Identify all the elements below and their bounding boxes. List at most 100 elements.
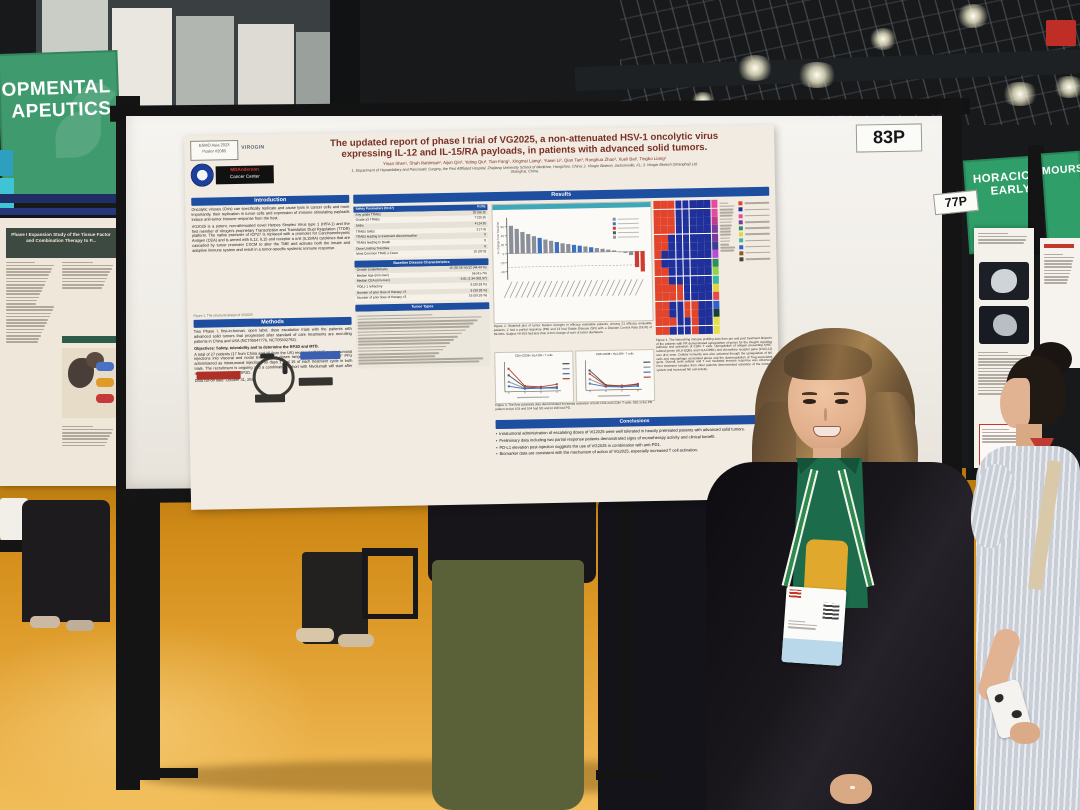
placeholder-text-line: [978, 373, 1019, 376]
heatmap-cell: [655, 301, 663, 310]
heatmap-cell: [683, 284, 691, 293]
placeholder-text-line: [978, 238, 1026, 241]
placeholder-text-line: [978, 393, 1009, 395]
baseline-table: Gender (male/female) 15 (55.56 %)/12 (44.…: [354, 265, 490, 302]
heatmap-cell: [675, 250, 683, 260]
placeholder-text-line: [6, 271, 51, 273]
placeholder-text-line: [62, 271, 111, 273]
placeholder-text-line: [1044, 259, 1074, 262]
heatmap-cell: [683, 275, 691, 284]
heatmap-cell: [655, 318, 663, 327]
chart-mark: [572, 280, 581, 297]
ceiling-light: [868, 28, 898, 50]
safety-header-value: N (%): [477, 204, 486, 209]
table-cell-label: SAEs: [355, 223, 364, 228]
legend-swatch: [738, 250, 743, 256]
chart-mark: 0: [503, 252, 505, 256]
waterfall-bar: [577, 245, 582, 253]
heatmap-cell: [697, 250, 705, 259]
table-cell-value: 56 (41-74): [471, 270, 487, 276]
plasmid-segment: [260, 353, 275, 359]
waterfall-bar: [612, 231, 616, 235]
waterfall-bar: [589, 247, 594, 253]
heatmap-cell: [662, 309, 670, 318]
heatmap-cell: [661, 226, 669, 235]
left-poster-title-bar: Phase I Expansion Study of the Tissue Fa…: [6, 228, 116, 258]
sign-tumours: MOURS: [1040, 150, 1080, 246]
placeholder-text-line: [62, 431, 112, 434]
heatmap-cell: [676, 267, 684, 276]
placeholder-text-line: [6, 328, 44, 331]
placeholder-text-line: [62, 264, 114, 267]
heatmap-cell: [689, 225, 697, 234]
heatmap-cell: [698, 309, 706, 318]
chart-mark: [509, 281, 518, 298]
heatmap-legend-row: [738, 207, 770, 212]
heatmap-cell: [676, 276, 684, 285]
legend-label-line: [744, 226, 770, 229]
poster-paper: ESMO Asia 2023 Poster #2085 VIROGIN MDAn…: [184, 124, 782, 510]
heatmap-cell: [691, 317, 699, 326]
table-cell-label: TRAEs leading to Death: [356, 240, 391, 245]
waterfall-bar: [612, 222, 616, 226]
heatmap-cell: [668, 234, 676, 243]
heatmap-cell: [698, 292, 705, 301]
vector-map-figure: [194, 347, 353, 408]
placeholder-text-line: [1044, 279, 1068, 281]
flow-panel-right: CD8+CD38+ HLA-DR+ T cells: [575, 349, 656, 403]
placeholder-text-line: [719, 230, 731, 233]
placeholder-text-line: [6, 322, 47, 324]
heatmap-cell: [654, 259, 662, 268]
chart-mark: [523, 387, 526, 390]
ct-scan-image: [979, 306, 1029, 344]
legend-swatch: [738, 226, 743, 231]
placeholder-text-line: [719, 202, 729, 204]
placeholder-text-line: [719, 205, 735, 208]
table-row: Number of prior lines of therapy >3 16 (5…: [355, 293, 490, 302]
table-cell-label: Most Common TRAE ≥ Fever: [356, 251, 399, 257]
placeholder-text-line: [1044, 275, 1069, 278]
placeholder-text-line: [6, 261, 35, 264]
poster-title-block: The updated report of phase I trial of V…: [280, 130, 769, 191]
placeholder-text-line: [1044, 266, 1072, 268]
far-poster-redline: [1044, 244, 1074, 248]
person-left-shoe: [66, 620, 94, 631]
heatmap-cell: [683, 300, 691, 310]
wall-panel: [176, 16, 234, 116]
redbox-lines: [980, 425, 1030, 447]
woman-eyebrow-right: [834, 392, 849, 395]
safety-header-label: Safety Parameters (N=27): [355, 205, 395, 211]
placeholder-text-line: [6, 334, 41, 337]
chart-mark: [588, 382, 591, 385]
legend-label-line: [743, 202, 770, 205]
table-cell-value: 9 (33.33 %): [470, 287, 488, 293]
heatmap-cell: [703, 208, 711, 217]
chart-mark: [589, 373, 638, 387]
placeholder-text-line: [1044, 263, 1073, 265]
placeholder-text-line: [719, 221, 733, 224]
heatmap-cell: [669, 309, 677, 318]
legend-label-line: [744, 220, 770, 223]
heatmap-legend-row: [738, 232, 771, 237]
woman-right: [966, 342, 1080, 810]
placeholder-text-line: [6, 274, 49, 276]
chart-mark: 20: [501, 243, 505, 247]
legend-label-line: [744, 245, 771, 248]
heatmap-cell: [661, 234, 669, 243]
heatmap-cell: [667, 200, 675, 209]
chart-mark: [507, 380, 510, 383]
chart-mark: [589, 370, 638, 387]
legend-label-line: [744, 251, 771, 254]
conference-id-badge: [781, 585, 847, 667]
tables-column: Safety Parameters (N=27) N (%) Any grade…: [353, 204, 493, 501]
tumor-table-placeholder: [355, 309, 491, 369]
heatmap-cell: [704, 258, 712, 267]
legend-swatch: [738, 207, 743, 212]
chart-mark: [515, 281, 524, 298]
placeholder-text-line: [787, 626, 816, 630]
chart-mark: [517, 396, 550, 399]
poster-logos: ESMO Asia 2023 Poster #2085 VIROGIN MDAn…: [189, 138, 276, 194]
person-left-shoe: [30, 616, 60, 628]
legend-label-line: [745, 257, 771, 260]
flow-chart-cd4: [504, 361, 570, 399]
